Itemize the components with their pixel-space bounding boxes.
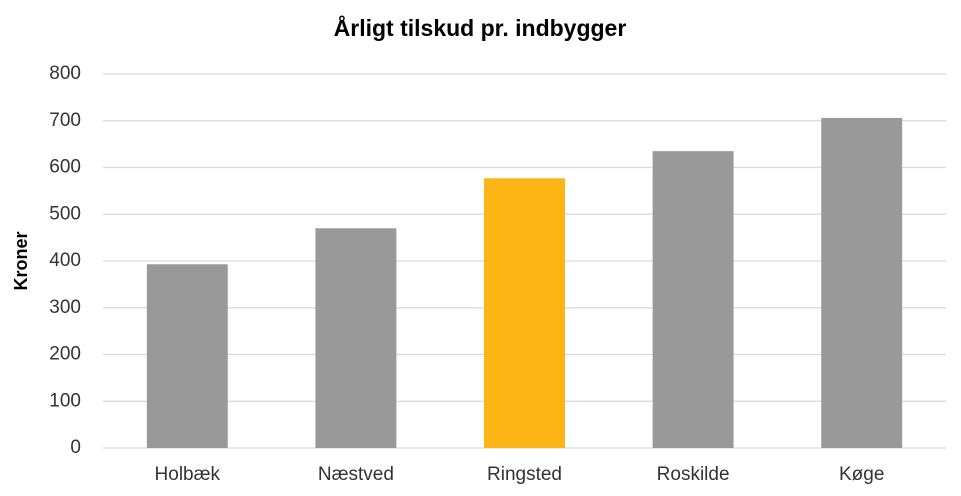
- y-tick-label: 300: [49, 297, 81, 318]
- y-tick-label: 600: [49, 157, 81, 178]
- chart-title: Årligt tilskud pr. indbygger: [334, 14, 627, 41]
- bar: [484, 178, 565, 448]
- x-tick-label: Næstved: [318, 464, 394, 485]
- bar: [652, 151, 734, 448]
- y-tick-label: 0: [70, 437, 81, 458]
- y-tick-label: 100: [49, 390, 81, 411]
- y-tick-label: 400: [49, 250, 81, 271]
- y-tick-label: 800: [49, 63, 81, 84]
- x-tick-label: Ringsted: [487, 464, 562, 485]
- x-tick-label: Holbæk: [155, 464, 221, 485]
- y-tick-label: 700: [49, 110, 81, 131]
- x-tick-label: Roskilde: [657, 464, 730, 485]
- bar: [315, 228, 397, 448]
- x-tick-label: Køge: [839, 464, 884, 485]
- bar: [146, 264, 228, 448]
- y-axis-label: Kroner: [11, 231, 31, 290]
- y-tick-label: 200: [49, 344, 81, 365]
- y-tick-label: 500: [49, 203, 81, 224]
- bar: [821, 117, 903, 448]
